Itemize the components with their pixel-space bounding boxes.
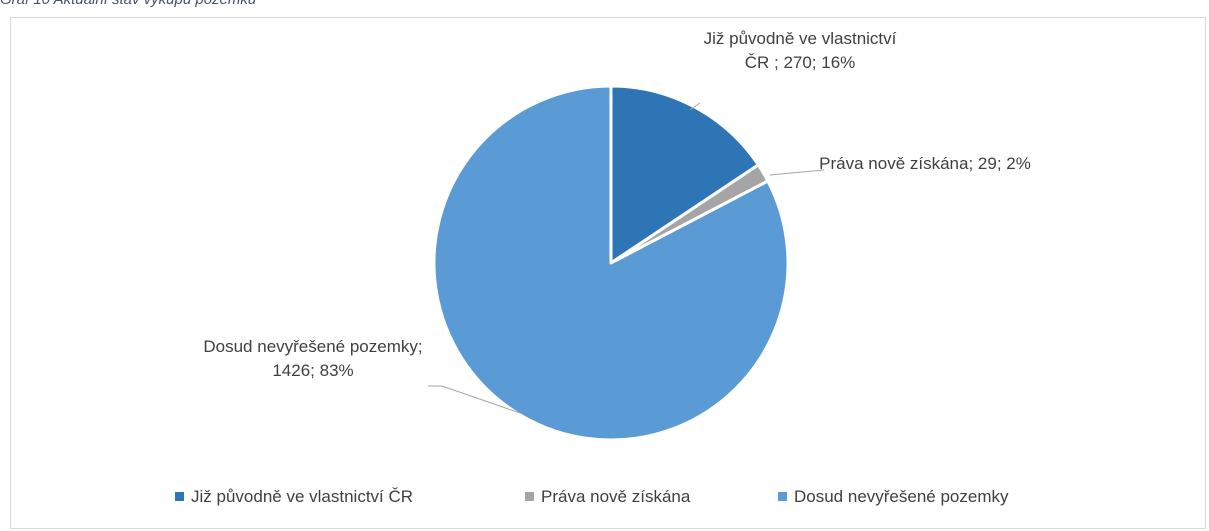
leader-line bbox=[428, 385, 521, 414]
chart-frame bbox=[10, 17, 1206, 529]
leader-line bbox=[689, 102, 701, 111]
data-label: Již původně ve vlastnictví ČR ; 270; 16% bbox=[703, 29, 897, 72]
chart-title: Graf 10 Aktuální stav výkupu pozemků bbox=[0, 0, 256, 8]
data-label: Dosud nevyřešené pozemky; 1426; 83% bbox=[203, 337, 423, 380]
legend-item: Již původně ve vlastnictví ČR bbox=[175, 487, 413, 507]
data-label: Práva nově získána; 29; 2% bbox=[819, 154, 1031, 173]
leader-line bbox=[769, 169, 825, 176]
pie-slice bbox=[432, 84, 790, 442]
legend-label: Dosud nevyřešené pozemky bbox=[794, 487, 1009, 506]
legend-swatch bbox=[525, 492, 534, 501]
legend-item: Dosud nevyřešené pozemky bbox=[778, 487, 1009, 507]
legend-label: Již původně ve vlastnictví ČR bbox=[191, 487, 414, 506]
legend-label: Práva nově získána bbox=[541, 487, 691, 506]
legend-swatch bbox=[778, 492, 787, 501]
legend-swatch bbox=[175, 492, 184, 501]
legend-item: Práva nově získána bbox=[525, 487, 690, 507]
